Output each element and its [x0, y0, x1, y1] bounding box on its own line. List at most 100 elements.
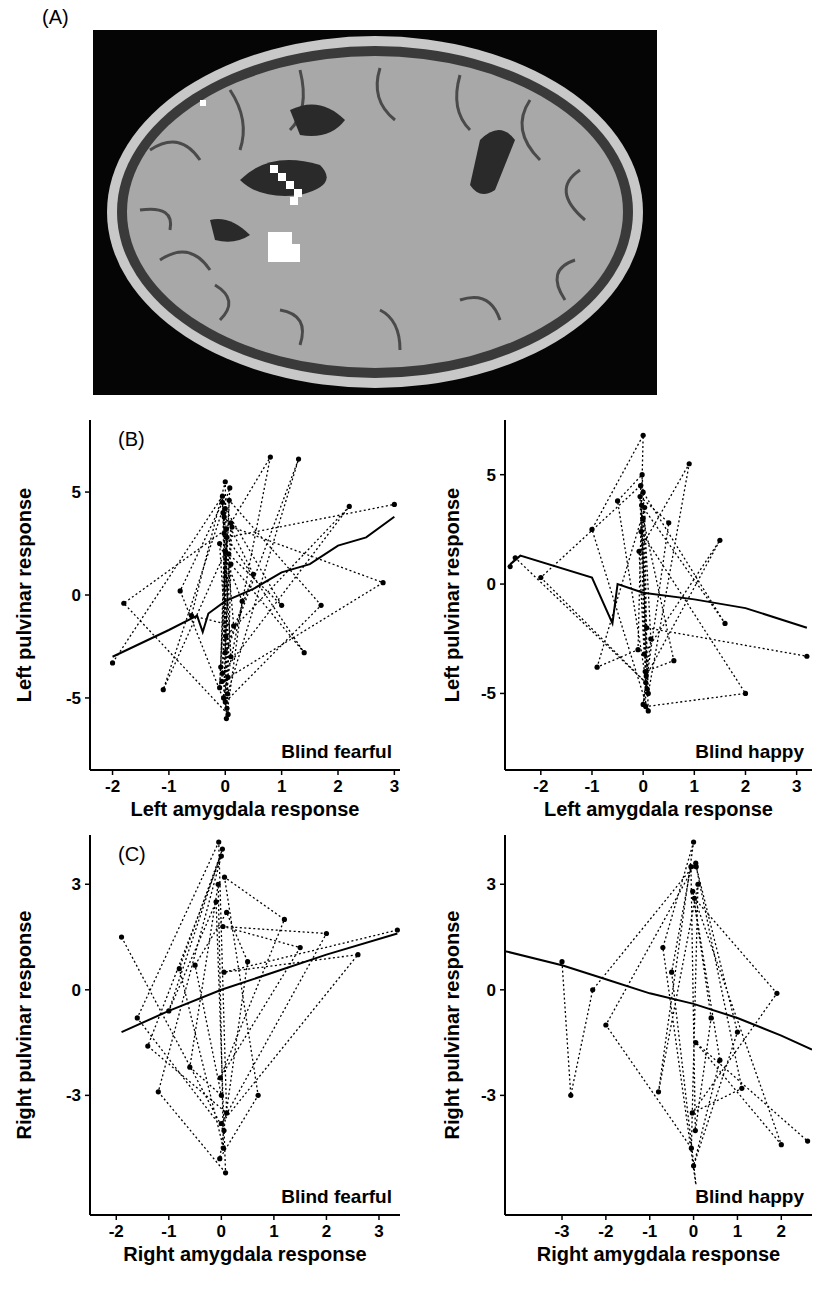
data-point	[656, 1089, 661, 1094]
y-tick-label: -3	[481, 1086, 496, 1105]
response-trace	[562, 842, 808, 1194]
x-tick	[281, 770, 283, 775]
data-point	[774, 991, 779, 996]
x-tick	[112, 770, 114, 775]
activation	[270, 165, 278, 173]
response-trace	[122, 842, 398, 1173]
data-point	[145, 1044, 150, 1049]
data-point	[220, 671, 225, 676]
y-axis-title: Left pulvinar response	[13, 488, 35, 703]
y-tick	[85, 1095, 90, 1097]
data-point	[245, 959, 250, 964]
data-point	[324, 931, 329, 936]
data-point	[671, 658, 676, 663]
data-point	[347, 504, 352, 509]
scalp	[107, 36, 643, 388]
x-tick	[737, 1215, 739, 1220]
data-point	[256, 1093, 261, 1098]
y-tick	[500, 989, 505, 991]
sulcus	[566, 170, 585, 220]
sulcus	[522, 100, 540, 160]
data-point	[216, 882, 221, 887]
data-point	[178, 588, 183, 593]
data	[110, 454, 397, 721]
activation	[290, 197, 298, 205]
annotation-bg	[278, 1185, 395, 1208]
data-point	[805, 1139, 810, 1144]
response-trace	[113, 457, 395, 718]
y-tick	[500, 583, 505, 585]
data-point	[217, 1156, 222, 1161]
y-tick	[500, 474, 505, 476]
data-point	[640, 472, 645, 477]
sulcus	[460, 298, 500, 321]
x-tick-label: -3	[554, 1222, 569, 1241]
y-tick-label: 0	[72, 981, 81, 1000]
activation	[294, 189, 302, 197]
y-tick-label: 3	[487, 875, 496, 894]
data-point	[559, 959, 564, 964]
sulcus	[380, 310, 400, 350]
annotation: Blind happy	[695, 1186, 804, 1207]
x-tick-label: 0	[221, 777, 230, 796]
data-point	[694, 864, 699, 869]
data-point	[229, 524, 234, 529]
data-point	[637, 494, 642, 499]
x-tick-label: 1	[269, 1222, 278, 1241]
activation	[278, 173, 286, 181]
panel-label: (C)	[118, 843, 146, 865]
x-tick	[394, 770, 396, 775]
data-point	[804, 654, 809, 659]
data-point	[603, 1022, 608, 1027]
data-point	[218, 664, 223, 669]
data-point	[642, 651, 647, 656]
data-point	[302, 650, 307, 655]
data-point	[644, 673, 649, 678]
data-point	[646, 708, 651, 713]
data-point	[669, 970, 674, 975]
data	[505, 839, 812, 1196]
x-tick-label: -2	[105, 777, 120, 796]
sulcus	[557, 260, 575, 300]
data-point	[355, 952, 360, 957]
data-point	[693, 1128, 698, 1133]
data-point	[643, 680, 648, 685]
data-point	[220, 500, 225, 505]
data-point	[590, 987, 595, 992]
data-point	[251, 572, 256, 577]
y-axis	[504, 420, 506, 770]
x-axis-title: Right amygdala response	[123, 1243, 366, 1265]
data-point	[221, 1146, 226, 1151]
data-point	[219, 1093, 224, 1098]
panel-label: (B)	[118, 428, 145, 450]
fit-line	[113, 517, 395, 657]
data-point	[220, 846, 225, 851]
data-point	[695, 882, 700, 887]
x-tick	[168, 770, 170, 775]
data-point	[538, 575, 543, 580]
ventricle	[470, 130, 515, 194]
data-point	[219, 854, 224, 859]
annotation-group: Blind happy	[692, 1185, 807, 1208]
x-tick	[540, 770, 542, 775]
panel-label: (A)	[42, 6, 69, 28]
x-tick-label: 1	[690, 777, 699, 796]
x-tick-label: -2	[533, 777, 548, 796]
x-axis	[90, 769, 400, 771]
data-point	[224, 1110, 229, 1115]
sulcus	[280, 310, 303, 345]
x-tick	[745, 770, 747, 775]
plot: -2-10123-303Right amygdala responseRight…	[13, 835, 400, 1265]
ventricle	[240, 160, 327, 196]
data-point	[223, 479, 228, 484]
mri-background	[93, 30, 657, 395]
activation	[268, 232, 300, 262]
data-point	[638, 483, 643, 488]
data-point	[717, 538, 722, 543]
x-tick-label: 2	[322, 1222, 331, 1241]
y-tick-label: 5	[72, 483, 81, 502]
data-point	[216, 839, 221, 844]
data-point	[224, 910, 229, 915]
y-tick	[85, 594, 90, 596]
x-tick-label: 3	[374, 1222, 383, 1241]
